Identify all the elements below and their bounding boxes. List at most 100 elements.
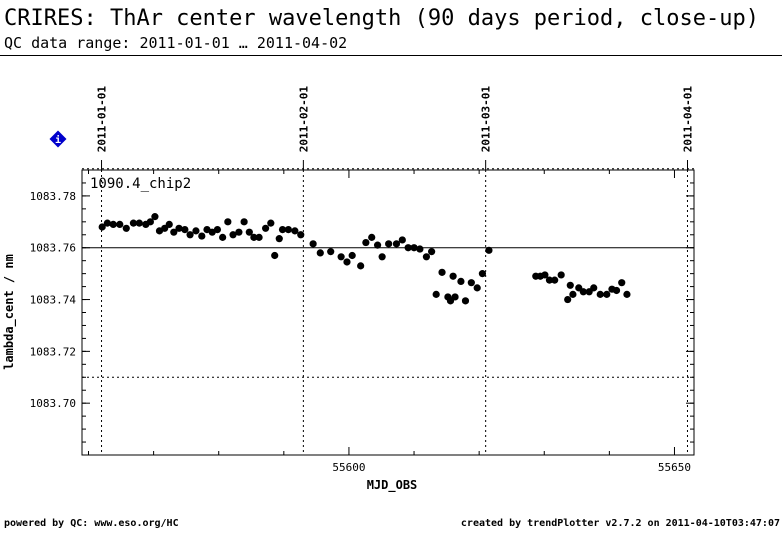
data-point	[309, 240, 317, 248]
data-point	[457, 277, 465, 286]
x-axis-label: MJD_OBS	[367, 478, 418, 493]
data-point	[146, 218, 154, 226]
data-point	[428, 248, 436, 256]
data-point	[385, 240, 393, 248]
y-tick-label: 1083.70	[30, 397, 76, 410]
data-point	[451, 293, 459, 301]
grid-layer	[82, 168, 694, 378]
data-point	[297, 231, 305, 239]
y-axis-label: lambda_cent / nm	[2, 254, 17, 370]
footer-powered-by: powered by QC: www.eso.org/HC	[4, 518, 179, 529]
data-point	[612, 286, 621, 295]
data-point	[98, 223, 106, 231]
data-point	[467, 279, 475, 287]
y-tick-label: 1083.72	[30, 345, 76, 358]
chart-title: CRIRES: ThAr center wavelength (90 days …	[4, 6, 759, 31]
data-point	[590, 284, 598, 292]
data-point	[422, 253, 431, 261]
series-label: 1090.4_chip2	[90, 176, 191, 192]
data-point	[337, 253, 345, 261]
date-marker-layer: 2011-01-01 2011-02-01 2011-03-01 2011-04-01	[96, 86, 694, 455]
info-diamond-icon[interactable]: i	[49, 130, 67, 148]
data-point	[473, 284, 481, 292]
info-icon-glyph: i	[55, 134, 61, 146]
data-point	[438, 268, 446, 276]
data-point	[109, 220, 117, 229]
data-point	[362, 238, 370, 247]
plot-frame	[81, 169, 695, 456]
data-point	[186, 231, 194, 239]
data-point	[250, 233, 258, 241]
data-point	[368, 233, 376, 241]
data-point	[192, 227, 200, 235]
data-point	[129, 219, 138, 227]
data-point	[623, 290, 631, 298]
data-point	[618, 279, 626, 287]
data-point	[541, 271, 549, 279]
data-point	[135, 219, 143, 227]
date-marker-label: 2011-01-01	[96, 86, 109, 153]
data-point	[122, 224, 130, 232]
x-tick-label: 55650	[658, 461, 691, 474]
data-point	[373, 241, 382, 249]
data-point	[392, 240, 401, 248]
title-divider	[0, 55, 782, 56]
data-point	[348, 251, 356, 260]
footer-created-by: created by trendPlotter v2.7.2 on 2011-0…	[460, 518, 780, 529]
data-point	[224, 218, 232, 226]
data-point	[316, 249, 324, 257]
data-point	[245, 228, 253, 236]
chart-subtitle: QC data range: 2011-01-01 … 2011-04-02	[4, 34, 348, 52]
data-point	[461, 297, 470, 305]
data-point	[198, 232, 206, 240]
data-point	[357, 262, 365, 270]
data-point	[278, 225, 287, 234]
data-point	[175, 224, 183, 232]
data-point	[116, 220, 124, 229]
data-point	[181, 225, 189, 234]
data-point	[271, 251, 279, 260]
data-point	[255, 233, 263, 241]
data-point	[275, 235, 283, 243]
data-point	[240, 218, 248, 226]
data-point	[485, 246, 493, 254]
data-point	[432, 290, 440, 298]
data-point	[449, 272, 457, 280]
date-marker-label: 2011-03-01	[480, 86, 493, 153]
x-tick-label: 55600	[332, 461, 365, 474]
y-tick-label: 1083.76	[30, 242, 76, 255]
data-point	[557, 271, 565, 279]
data-point	[343, 258, 351, 266]
data-points-layer	[98, 213, 631, 305]
data-point	[151, 213, 159, 221]
data-point	[213, 225, 222, 234]
data-point	[579, 288, 587, 296]
data-point	[566, 281, 574, 289]
y-tick-label: 1083.78	[30, 190, 76, 203]
axis-layer: 1083.70 1083.72 1083.74 1083.76 1083.78 55600…	[30, 170, 694, 474]
data-point	[219, 233, 227, 241]
data-point	[551, 276, 559, 284]
data-point	[478, 270, 487, 278]
data-point	[603, 290, 611, 298]
data-point	[229, 231, 237, 239]
data-point	[165, 220, 173, 229]
data-point	[267, 219, 275, 227]
data-point	[596, 290, 604, 298]
date-marker-label: 2011-04-01	[681, 86, 694, 153]
data-point	[284, 225, 292, 234]
data-point	[170, 228, 178, 236]
data-point	[291, 227, 299, 235]
data-point	[235, 228, 243, 236]
data-point	[545, 276, 554, 284]
data-point	[404, 244, 412, 252]
data-point	[410, 244, 418, 252]
data-point	[262, 224, 270, 232]
data-point	[103, 219, 111, 227]
data-point	[416, 245, 424, 253]
date-marker-label: 2011-02-01	[297, 86, 310, 153]
data-point	[327, 248, 335, 256]
data-point	[569, 290, 577, 298]
y-tick-label: 1083.74	[30, 294, 77, 307]
